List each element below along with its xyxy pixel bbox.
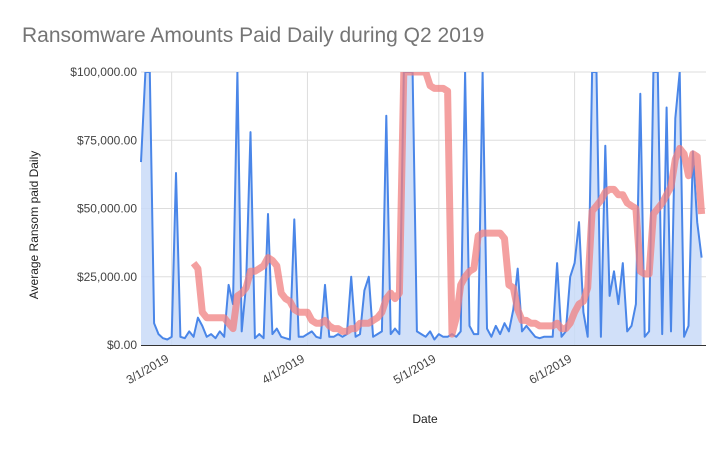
trend-series-line (190, 72, 706, 338)
chart-title: Ransomware Amounts Paid Daily during Q2 … (22, 24, 485, 47)
x-tick-labels: 3/1/2019 4/1/2019 5/1/2019 6/1/2019 (124, 351, 575, 387)
x-tick-label: 4/1/2019 (259, 351, 307, 387)
x-tick-label: 5/1/2019 (391, 351, 439, 387)
y-tick-labels: $0.00 $25,000.00 $50,000.00 $75,000.00 $100,… (70, 65, 137, 352)
y-axis-title: Average Ransom paid Daily (27, 151, 41, 300)
y-tick-label: $0.00 (107, 338, 137, 352)
x-axis-title: Date (412, 412, 438, 426)
y-tick-label: $50,000.00 (77, 202, 137, 216)
y-tick-label: $100,000.00 (70, 65, 137, 79)
y-tick-label: $75,000.00 (77, 133, 137, 147)
daily-series-line (140, 72, 703, 341)
x-tick-label: 6/1/2019 (527, 351, 575, 387)
x-tick-label: 3/1/2019 (124, 351, 172, 387)
y-tick-label: $25,000.00 (77, 270, 137, 284)
